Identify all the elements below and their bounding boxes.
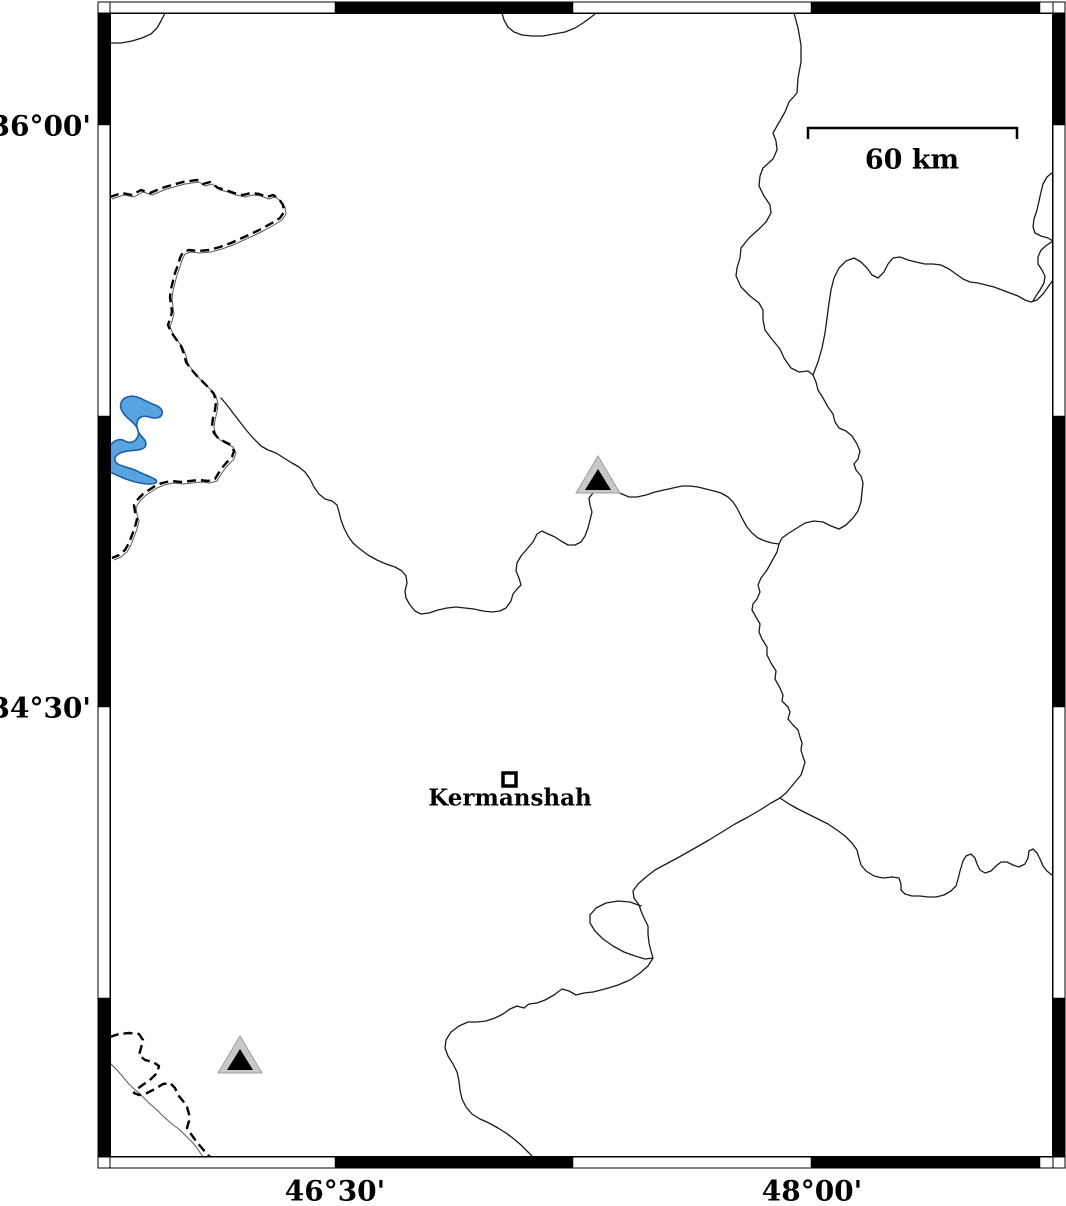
- national-border-upper-solid: [111, 181, 287, 561]
- frame-seg: [810, 1156, 1041, 1169]
- frame-seg: [97, 415, 111, 708]
- map-frame: [97, 1, 1066, 1169]
- boundary-southeast: [779, 797, 1052, 898]
- boundary-northeast-corner: [1032, 171, 1052, 302]
- city-label: Kermanshah: [428, 785, 592, 812]
- frame-seg: [1052, 12, 1066, 126]
- boundary-east-west: [220, 397, 780, 615]
- scale-bar-label: 60 km: [865, 145, 959, 176]
- lon-label-46-30: 46°30': [285, 1175, 386, 1206]
- frame-corner: [1052, 1156, 1066, 1169]
- frame-seg: [1052, 997, 1066, 1158]
- frame-seg: [810, 1, 1041, 14]
- lat-label-34-30: 34°30': [0, 692, 91, 725]
- frame-seg: [97, 997, 111, 1158]
- map-border: [109, 12, 1054, 1158]
- frame-seg: [97, 12, 111, 126]
- boundary-topleft-arc: [111, 14, 166, 44]
- scale-bar: 60 km: [806, 126, 1019, 176]
- scale-bar-line: [806, 126, 1019, 139]
- axis-labels: 36°00' 34°30' 46°30' 48°00': [0, 110, 862, 1206]
- boundary-northeast-branch: [812, 256, 1052, 376]
- boundary-main-north-south: [444, 14, 864, 1156]
- national-border-upper-dashed: [111, 178, 286, 560]
- station1-inner-triangle: [585, 469, 611, 490]
- boundary-salient-loop: [589, 900, 654, 960]
- national-border-upper: [111, 178, 287, 561]
- map-content: 60 km Kermanshah: [111, 14, 1052, 1156]
- boundary-top-center-dip: [501, 14, 596, 37]
- national-border-lower-dashed: [111, 1031, 211, 1156]
- lake: [111, 395, 163, 485]
- lon-label-48-00: 48°00': [762, 1175, 863, 1206]
- national-border-lower-solid: [111, 1063, 204, 1156]
- frame-seg: [1052, 415, 1066, 708]
- station2-inner-triangle: [227, 1049, 253, 1070]
- frame-corner: [1052, 1, 1066, 14]
- station-triangle-icon: [575, 455, 621, 494]
- frame-corner: [97, 1156, 111, 1169]
- national-border-lower: [111, 1031, 211, 1156]
- lat-label-36: 36°00': [0, 110, 91, 143]
- frame-seg: [334, 1156, 574, 1169]
- city-square-icon: [501, 771, 518, 788]
- frame-corner: [97, 1, 111, 14]
- frame-seg: [334, 1, 574, 14]
- station-triangle-icon: [217, 1035, 263, 1074]
